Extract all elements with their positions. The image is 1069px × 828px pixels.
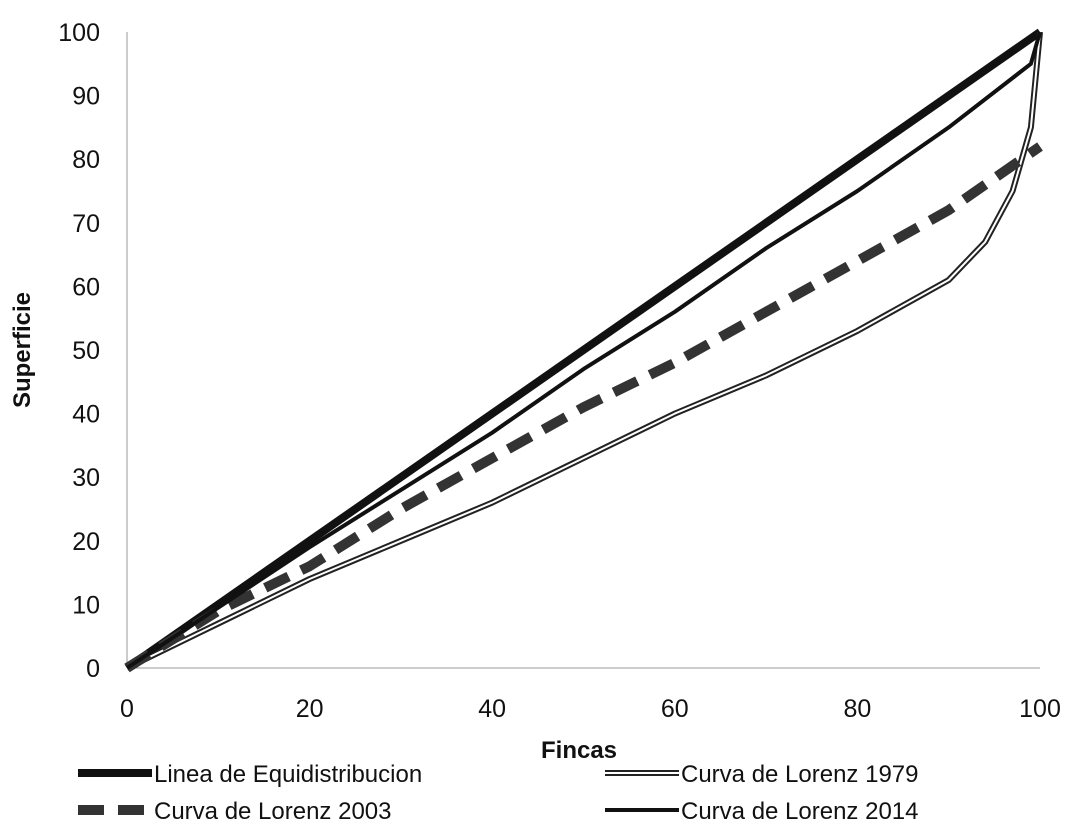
series-curva-de-lorenz-2014 xyxy=(125,31,1042,670)
series-line-curva-de-lorenz-2003 xyxy=(124,142,1043,673)
y-tick-label: 30 xyxy=(72,464,100,492)
legend-item-curva-de-lorenz-1979: Curva de Lorenz 1979 xyxy=(605,761,919,788)
legend-item-linea-de-equidistribucion: Linea de Equidistribucion xyxy=(78,761,422,788)
x-tick-label: 80 xyxy=(843,695,871,723)
legend-label: Curva de Lorenz 2003 xyxy=(154,798,392,823)
y-tick-label: 80 xyxy=(72,146,100,174)
series-curva-de-lorenz-1979 xyxy=(125,31,1043,671)
x-tick-label: 0 xyxy=(120,695,134,723)
y-tick-label: 20 xyxy=(72,528,100,556)
y-tick-label: 60 xyxy=(72,273,100,301)
series-line-curva-de-lorenz-2014 xyxy=(125,31,1042,670)
legend-label: Linea de Equidistribucion xyxy=(154,761,422,788)
axes xyxy=(126,32,1040,669)
y-tick-label: 40 xyxy=(72,401,100,429)
y-tick-label: 10 xyxy=(72,591,100,619)
y-tick-label: 100 xyxy=(58,19,100,47)
series-line-linea-de-equidistribucion xyxy=(124,28,1043,672)
x-tick-label: 60 xyxy=(661,695,689,723)
series-curva-de-lorenz-2003 xyxy=(124,142,1043,673)
y-tick-label: 0 xyxy=(86,655,100,683)
x-tick-label: 20 xyxy=(296,695,324,723)
series-layer xyxy=(124,28,1043,673)
legend-label: Curva de Lorenz 1979 xyxy=(681,761,919,788)
legend: Linea de Equidistribucion Curva de Lorenz… xyxy=(78,761,919,825)
legend-item-curva-de-lorenz-2014: Curva de Lorenz 2014 xyxy=(605,798,919,825)
y-tick-label: 50 xyxy=(72,337,100,365)
x-axis-label: Fincas xyxy=(541,737,617,764)
tick-labels: 0 20 40 60 80 100 0 10 20 30 40 50 60 70 80 90 100 xyxy=(58,19,1061,723)
y-tick-label: 90 xyxy=(72,83,100,111)
x-tick-label: 40 xyxy=(478,695,506,723)
series-linea-de-equidistribucion xyxy=(124,28,1043,672)
legend-label: Curva de Lorenz 2014 xyxy=(681,798,919,823)
x-tick-label: 100 xyxy=(1019,695,1061,723)
series-line-curva-de-lorenz-1979-inner xyxy=(126,31,1041,669)
legend-item-curva-de-lorenz-2003: Curva de Lorenz 2003 xyxy=(78,798,392,825)
y-axis-label: Superficie xyxy=(9,292,36,408)
y-tick-label: 70 xyxy=(72,210,100,238)
